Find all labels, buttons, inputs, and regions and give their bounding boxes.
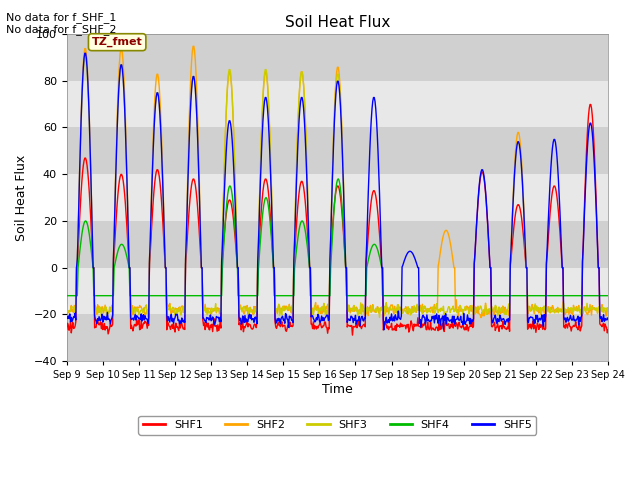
Bar	[67, 127, 608, 174]
Y-axis label: Soil Heat Flux: Soil Heat Flux	[15, 155, 28, 240]
X-axis label: Time: Time	[322, 383, 353, 396]
Text: No data for f_SHF_1: No data for f_SHF_1	[6, 12, 116, 23]
Bar	[67, 314, 608, 361]
Title: Soil Heat Flux: Soil Heat Flux	[285, 15, 390, 30]
Text: No data for f_SHF_2: No data for f_SHF_2	[6, 24, 117, 35]
Legend: SHF1, SHF2, SHF3, SHF4, SHF5: SHF1, SHF2, SHF3, SHF4, SHF5	[138, 416, 536, 434]
Text: TZ_fmet: TZ_fmet	[92, 37, 143, 48]
Bar	[67, 174, 608, 221]
Bar	[67, 81, 608, 127]
Bar	[67, 221, 608, 268]
Bar	[67, 268, 608, 314]
Bar	[67, 34, 608, 81]
